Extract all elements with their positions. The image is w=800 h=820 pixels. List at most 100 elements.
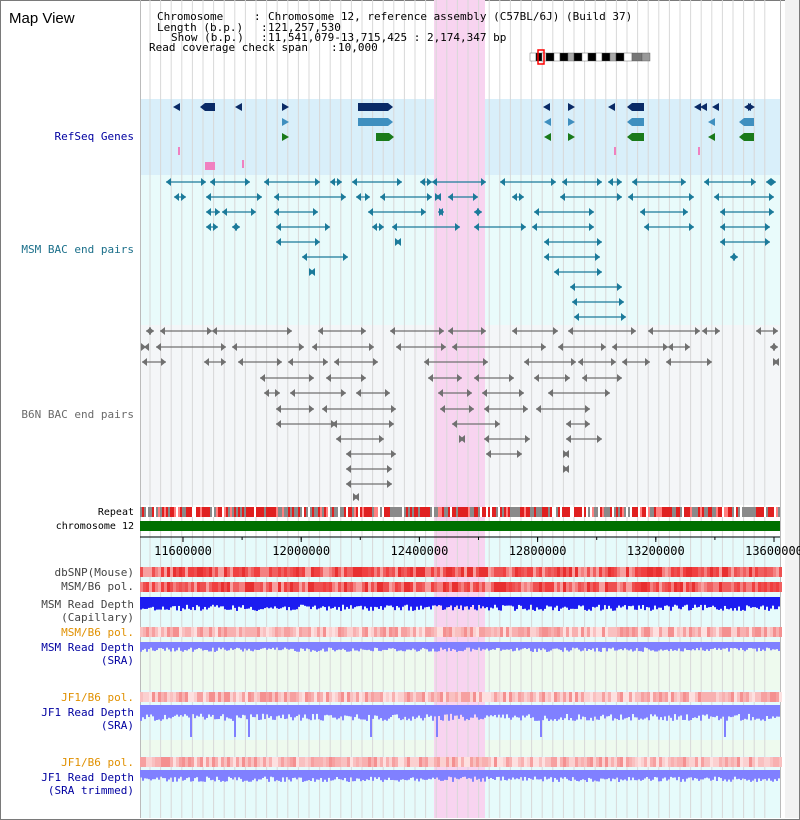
jf1-depth-trimmed-track-bar [582,770,584,780]
msm-depth-sra-track-bar [282,642,284,650]
track-label-jf1-depth[interactable]: JF1 Read Depth [41,706,134,719]
msm-b6-pol-track-cell [764,582,767,592]
track-label-b6n-bac[interactable]: B6N BAC end pairs [21,408,134,421]
track-label-jf1-pol-2[interactable]: JF1/B6 pol. [61,756,134,769]
info-span-key: Read coverage check span [149,41,308,54]
jf1-depth-trimmed-track-bar [250,770,252,782]
repeat-segment [160,507,162,517]
jf1-depth-trimmed-track-bar [404,770,406,781]
msm-depth-capillary-track-bar [422,597,424,610]
jf1-depth-track-bar [176,705,178,715]
msm-depth-capillary-track-bar [620,597,622,608]
jf1-b6-pol-trimmed-track-cell [698,757,701,767]
jf1-b6-pol-track-cell [680,692,683,702]
jf1-depth-track-bar [386,705,388,721]
msm-depth-sra-track-bar [542,642,544,649]
jf1-depth-trimmed-track-bar [400,770,402,780]
msm-depth-capillary-track-bar [292,597,294,610]
track-label-msm-depth-sra[interactable]: MSM Read Depth [41,641,134,654]
msm-depth-sra-track-bar [598,642,600,652]
jf1-depth-trimmed-track-bar [340,770,342,780]
msm-depth-capillary-track-bar [238,597,240,607]
jf1-depth-trimmed-track-bar [324,770,326,780]
repeat-segment [170,507,172,517]
jf1-depth-track-bar [660,705,662,718]
jf1-depth-track-bar [760,705,762,721]
track-label-jf1-depth-sub: (SRA) [100,719,134,732]
repeat-segment [154,507,156,517]
jf1-depth-track-bar [570,705,572,719]
jf1-b6-pol-trimmed-track-cell [629,757,632,767]
jf1-b6-pol-track-cell [485,692,488,702]
track-label-jf1-depth-trimmed[interactable]: JF1 Read Depth [41,771,134,784]
track-label-msm-b6-pol-2[interactable]: MSM/B6 pol. [61,626,134,639]
msm-b6-pol-track-cell [695,582,698,592]
dbsnp-track-cell [446,567,449,577]
msm-b6-pol-track-cell [584,582,587,592]
jf1-b6-pol-trimmed-track-cell [239,757,242,767]
msm-b6-pol-sra-track-cell [374,627,377,637]
jf1-depth-track-bar [598,705,600,720]
msm-bac-pair-end [751,178,756,186]
dbsnp-track-cell [551,567,554,577]
b6n-bac-pair-end [585,420,590,428]
b6n-bac-pair-end [605,389,610,397]
jf1-depth-track-bar [194,705,196,719]
jf1-b6-pol-track-cell [446,692,449,702]
jf1-b6-pol-track-cell [752,692,755,702]
jf1-depth-trimmed-track-bar [418,770,420,782]
jf1-b6-pol-track-cell [440,692,443,702]
b6n-bac-pair-end [484,435,489,443]
info-show-value: 11,541,079-13,715,425 : 2,174,347 bp [268,31,507,44]
repeat-segment [412,507,414,517]
msm-depth-capillary-track-bar [542,597,544,611]
jf1-depth-track-bar [336,705,338,720]
msm-depth-capillary-track-bar [552,597,554,611]
jf1-depth-trimmed-track-bar [210,770,212,781]
repeat-segment [624,507,626,517]
dbsnp-track-cell [707,567,710,577]
b6n-bac-pair-end [612,343,617,351]
jf1-depth-trimmed-track-bar [384,770,386,780]
track-label-msm-bac[interactable]: MSM BAC end pairs [21,243,134,256]
msm-depth-capillary-track-bar [710,597,712,607]
track-label-jf1-pol-1[interactable]: JF1/B6 pol. [61,691,134,704]
repeat-segment [444,507,446,517]
dbsnp-track-cell [743,567,746,577]
dbsnp-track-cell [155,567,158,577]
msm-b6-pol-track-cell [722,582,725,592]
track-label-msm-depth-capillary[interactable]: MSM Read Depth [41,598,134,611]
b6n-bac-pair-end [287,327,292,335]
track-label-dbsnp[interactable]: dbSNP(Mouse) [54,566,134,579]
msm-b6-pol-track-cell [203,582,206,592]
msm-b6-pol-sra-track-cell [236,627,239,637]
msm-depth-capillary-track-bar [386,597,388,606]
jf1-b6-pol-track-cell [701,692,704,702]
msm-depth-capillary-track-bar [344,597,346,610]
msm-depth-sra-track-bar [680,642,682,652]
jf1-b6-pol-trimmed-track-cell [539,757,542,767]
dbsnp-track-cell [572,567,575,577]
jf1-depth-track-bar [624,705,626,719]
repeat-segment [744,507,746,517]
jf1-b6-pol-trimmed-track-cell [545,757,548,767]
jf1-depth-trimmed-track-bar [666,770,668,781]
repeat-segment [218,507,220,517]
repeat-segment [672,507,674,517]
jf1-b6-pol-track-cell [155,692,158,702]
msm-depth-capillary-track [140,597,780,611]
jf1-depth-track-bar [142,705,144,718]
jf1-b6-pol-track-cell [773,692,776,702]
jf1-depth-trimmed-track-bar [370,770,372,777]
repeat-segment [198,507,200,517]
jf1-depth-trimmed-track-bar [624,770,626,780]
track-label-refseq[interactable]: RefSeq Genes [54,130,134,143]
jf1-depth-trimmed-track-bar [152,770,154,780]
jf1-depth-trimmed-track-bar [626,770,628,781]
msm-b6-pol-track-cell [677,582,680,592]
track-label-msm-b6-pol-1[interactable]: MSM/B6 pol. [61,580,134,593]
msm-b6-pol-track-cell [611,582,614,592]
msm-b6-pol-track-cell [494,582,497,592]
jf1-depth-track-bar [642,705,644,720]
